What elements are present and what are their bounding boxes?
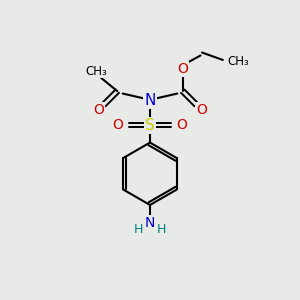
Text: O: O	[93, 103, 104, 117]
Text: N: N	[144, 93, 156, 108]
Text: N: N	[145, 216, 155, 230]
Text: S: S	[145, 118, 155, 133]
Text: O: O	[112, 118, 123, 132]
Text: O: O	[177, 118, 188, 132]
Text: CH₃: CH₃	[227, 55, 249, 68]
Text: H: H	[134, 223, 143, 236]
Text: CH₃: CH₃	[85, 65, 107, 78]
Text: O: O	[177, 62, 188, 76]
Text: H: H	[157, 223, 166, 236]
Text: O: O	[196, 103, 207, 117]
